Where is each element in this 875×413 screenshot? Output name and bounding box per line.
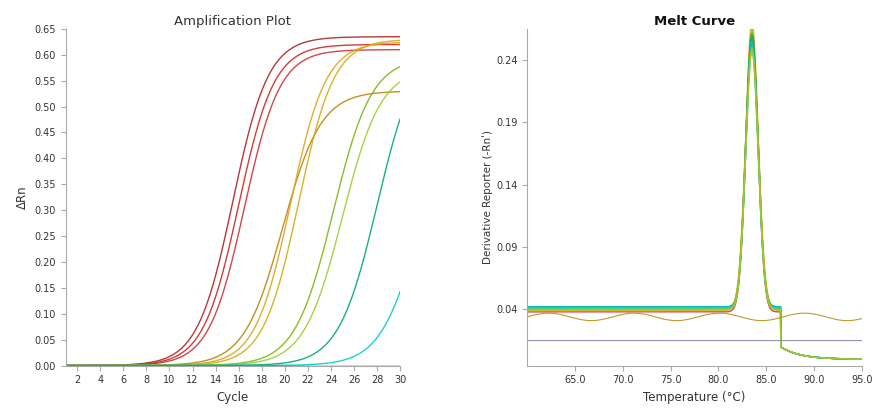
Title: Amplification Plot: Amplification Plot xyxy=(174,15,291,28)
Y-axis label: ΔRn: ΔRn xyxy=(16,185,29,209)
X-axis label: Cycle: Cycle xyxy=(217,391,249,404)
Title: Melt Curve: Melt Curve xyxy=(654,15,735,28)
X-axis label: Temperature (°C): Temperature (°C) xyxy=(643,391,746,404)
Y-axis label: Derivative Reporter (-Rnʹ): Derivative Reporter (-Rnʹ) xyxy=(482,130,493,264)
